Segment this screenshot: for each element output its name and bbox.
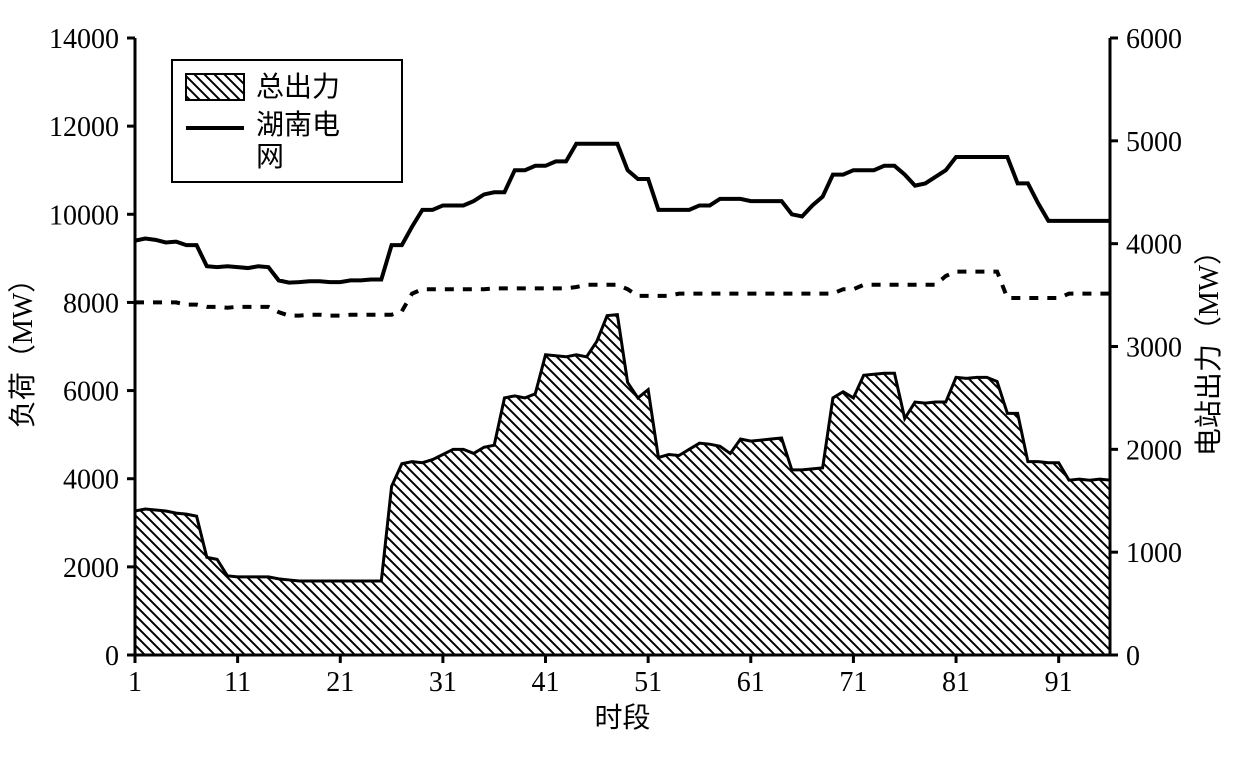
x-tick-label: 21	[326, 667, 354, 698]
y-right-tick-label: 2000	[1126, 435, 1182, 466]
y-left-tick-label: 6000	[63, 377, 119, 408]
y-left-tick-label: 12000	[49, 112, 119, 143]
y-left-tick-label: 10000	[49, 200, 119, 231]
power-output-chart: 0200040006000800010000120001400001000200…	[0, 0, 1240, 767]
y-left-axis-label: 负荷（MW）	[7, 265, 39, 428]
x-tick-label: 1	[128, 667, 142, 698]
x-tick-label: 91	[1045, 667, 1073, 698]
y-left-tick-label: 0	[105, 641, 119, 672]
x-tick-label: 61	[737, 667, 765, 698]
y-left-tick-label: 2000	[63, 553, 119, 584]
x-tick-label: 81	[942, 667, 970, 698]
y-left-tick-label: 8000	[63, 288, 119, 319]
x-tick-label: 41	[532, 667, 560, 698]
y-left-tick-label: 14000	[49, 24, 119, 55]
chart-svg: 0200040006000800010000120001400001000200…	[0, 0, 1240, 767]
x-tick-label: 51	[634, 667, 662, 698]
legend-label-area: 总出力	[256, 71, 340, 103]
y-right-tick-label: 1000	[1126, 538, 1182, 569]
x-tick-label: 71	[839, 667, 867, 698]
y-right-tick-label: 6000	[1126, 24, 1182, 55]
x-axis-label: 时段	[594, 702, 650, 734]
y-left-tick-label: 4000	[63, 465, 119, 496]
line-series-dashed	[135, 272, 1110, 316]
y-right-tick-label: 5000	[1126, 127, 1182, 158]
legend-swatch-area	[186, 74, 244, 100]
y-right-tick-label: 3000	[1126, 333, 1182, 364]
x-tick-label: 31	[429, 667, 457, 698]
x-tick-label: 11	[224, 667, 251, 698]
y-right-tick-label: 0	[1126, 641, 1140, 672]
y-right-axis-label: 电站出力（MW）	[1193, 237, 1225, 456]
area-series-total-output	[135, 315, 1110, 655]
y-right-tick-label: 4000	[1126, 230, 1182, 261]
